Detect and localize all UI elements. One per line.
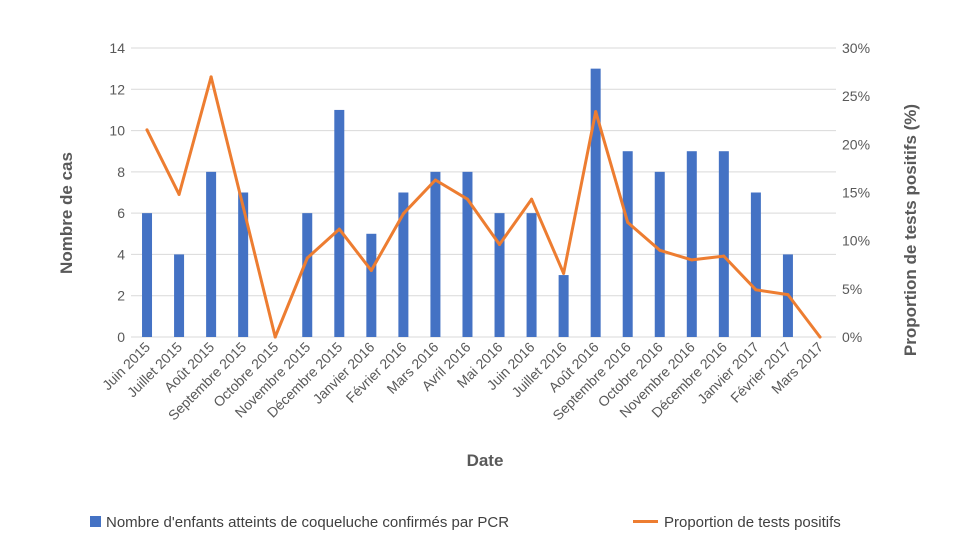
y-tick-label: 4 — [117, 246, 125, 262]
legend-swatch-cases — [90, 516, 101, 527]
bar — [398, 192, 409, 337]
line-point — [241, 205, 245, 209]
y-axis-title: Nombre de cas — [57, 152, 76, 274]
y-tick-label: 10 — [109, 123, 125, 139]
line-point — [690, 258, 694, 262]
line-point — [433, 178, 437, 182]
bar — [302, 213, 313, 337]
y-tick-label: 12 — [109, 81, 125, 97]
bar — [622, 151, 633, 337]
line-point — [626, 220, 630, 224]
proportion-line — [145, 75, 822, 339]
bar — [174, 254, 185, 337]
line-point — [145, 128, 149, 132]
bar — [462, 171, 473, 337]
y-tick-label: 2 — [117, 288, 125, 304]
line-point — [754, 288, 758, 292]
bar — [142, 213, 153, 337]
y2-tick-label: 15% — [842, 185, 870, 201]
line-point — [337, 227, 341, 231]
line-point — [369, 269, 373, 273]
bar-series — [142, 68, 793, 338]
legend: Nombre d'enfants atteints de coqueluche … — [90, 514, 841, 531]
bar — [494, 213, 505, 337]
line-point — [273, 335, 277, 339]
line-point — [498, 243, 502, 247]
y2-tick-label: 5% — [842, 281, 862, 297]
bar — [750, 192, 761, 337]
legend-label-proportion: Proportion de tests positifs — [664, 514, 841, 531]
y-axis-ticks: 0 2 4 6 8 10 12 14 — [109, 40, 125, 345]
legend-label-cases: Nombre d'enfants atteints de coqueluche … — [106, 514, 509, 531]
bar — [526, 213, 537, 337]
line-point — [530, 197, 534, 201]
y2-tick-label: 30% — [842, 40, 870, 56]
line-point — [786, 293, 790, 297]
y2-tick-label: 0% — [842, 329, 862, 345]
y2-tick-label: 10% — [842, 233, 870, 249]
y2-tick-label: 25% — [842, 88, 870, 104]
line-point — [401, 212, 405, 216]
bar — [334, 109, 345, 337]
y-tick-label: 0 — [117, 329, 125, 345]
x-axis-title: Date — [467, 451, 504, 470]
line-point — [305, 256, 309, 260]
line-point — [658, 248, 662, 252]
line-point — [722, 254, 726, 258]
y-tick-label: 8 — [117, 164, 125, 180]
line-point — [562, 271, 566, 275]
bar — [206, 171, 217, 337]
line-point — [594, 110, 598, 114]
bar — [238, 192, 249, 337]
bar — [590, 68, 601, 338]
line-series — [145, 75, 822, 339]
bar — [558, 275, 569, 337]
bar — [430, 171, 441, 337]
line-point — [209, 75, 213, 79]
line-point — [818, 335, 822, 339]
bar — [718, 151, 729, 337]
bar — [654, 171, 665, 337]
line-point — [465, 197, 469, 201]
y-tick-label: 6 — [117, 205, 125, 221]
y2-tick-label: 20% — [842, 136, 870, 152]
bar — [366, 233, 377, 337]
y2-axis-ticks: 0% 5% 10% 15% 20% 25% 30% — [842, 40, 870, 345]
gridlines — [131, 47, 836, 338]
y2-axis-title: Proportion de tests positifs (%) — [901, 104, 920, 356]
line-point — [177, 192, 181, 196]
bar — [686, 151, 697, 337]
y-tick-label: 14 — [109, 40, 125, 56]
